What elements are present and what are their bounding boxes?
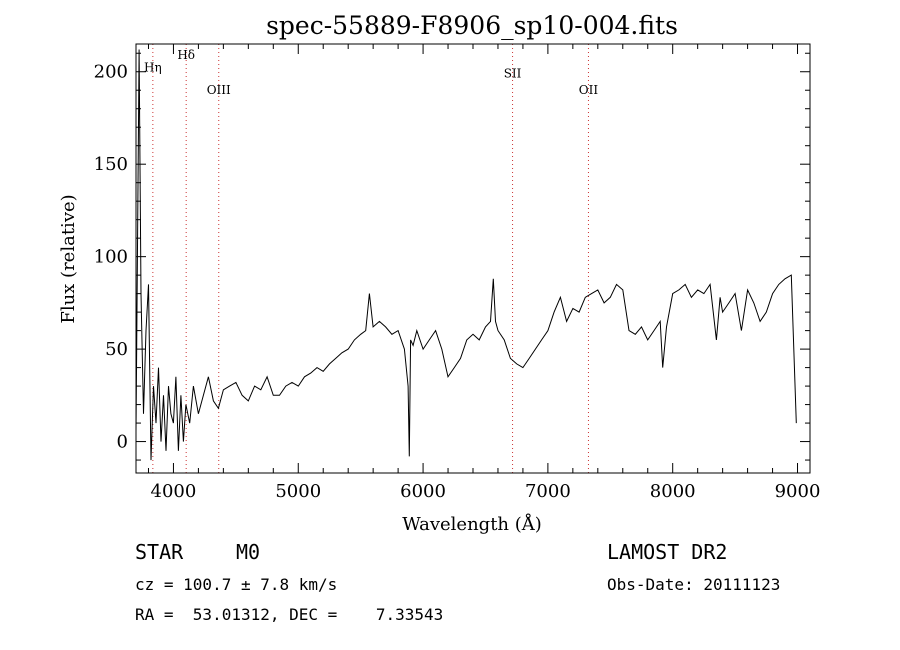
- spectrum-line: [135, 49, 797, 461]
- y-tick-label: 100: [94, 247, 128, 268]
- y-tick-label: 50: [105, 339, 128, 360]
- x-axis-label: Wavelength (Å): [402, 513, 542, 535]
- object-subclass: M0: [236, 540, 261, 564]
- x-tick-label: 8000: [650, 481, 696, 502]
- x-tick-label: 7000: [525, 481, 571, 502]
- x-tick-label: 9000: [775, 481, 821, 502]
- spectral-line-label: Hδ: [177, 48, 195, 62]
- spectral-line-label: OII: [579, 83, 599, 97]
- chart-title: spec-55889-F8906_sp10-004.fits: [266, 11, 678, 40]
- y-tick-label: 0: [117, 432, 128, 453]
- object-class: STAR: [135, 540, 184, 564]
- x-tick-label: 5000: [275, 481, 321, 502]
- spectral-line-label: OIII: [207, 83, 231, 97]
- survey-name: LAMOST DR2: [607, 540, 728, 564]
- spectral-line-label: SII: [504, 66, 522, 80]
- x-tick-label: 4000: [151, 481, 197, 502]
- obs-date: Obs-Date: 20111123: [607, 575, 781, 594]
- redshift-text: cz = 100.7 ± 7.8 km/s: [135, 575, 338, 594]
- spectral-line-markers: Hη Hδ OIII SII OII: [144, 44, 598, 473]
- spectral-line-label: Hη: [144, 61, 162, 75]
- x-tick-label: 6000: [400, 481, 446, 502]
- y-axis-label: Flux (relative): [58, 194, 79, 323]
- coordinates: RA = 53.01312, DEC = 7.33543: [135, 605, 444, 624]
- y-tick-label: 150: [94, 154, 128, 175]
- y-tick-label: 200: [94, 62, 128, 83]
- axis-ticks: 4000 5000 6000 7000 8000 9000 0 50 100 150 200: [94, 44, 821, 502]
- plot-frame: [135, 43, 811, 474]
